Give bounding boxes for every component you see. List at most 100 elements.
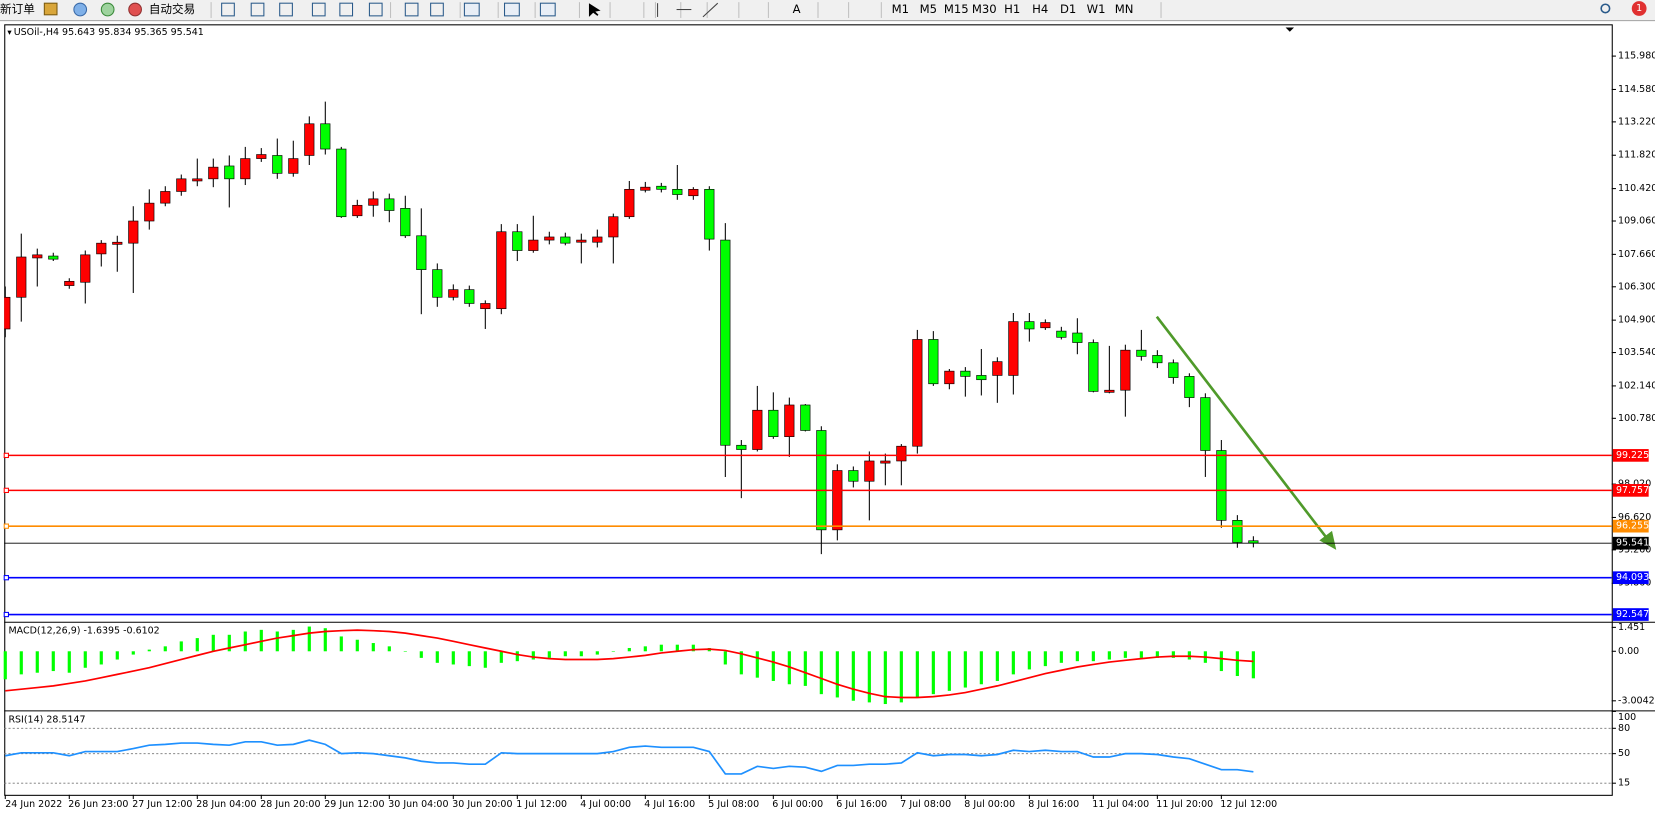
- y-tick-label: 106.300: [1618, 281, 1655, 292]
- macd-bar: [995, 651, 999, 681]
- x-tick-label: 24 Jun 2022: [5, 799, 62, 810]
- candle-body: [1104, 389, 1115, 393]
- y-tick-label: 50: [1618, 748, 1630, 759]
- macd-bar: [819, 651, 823, 695]
- icon[interactable]: [539, 2, 556, 17]
- macd-bar: [1123, 651, 1127, 658]
- candle-body: [1120, 349, 1131, 391]
- chart-frame: [4, 24, 1613, 796]
- x-tick-label: 26 Jun 23:00: [68, 799, 128, 810]
- macd-bar: [883, 651, 887, 705]
- timeframe-button[interactable]: H4: [1032, 2, 1048, 16]
- x-tick-label: 30 Jun 04:00: [388, 799, 448, 810]
- toolbar-button[interactable]: 新订单: [0, 2, 35, 16]
- candle-body: [528, 239, 539, 251]
- icon[interactable]: [339, 2, 354, 17]
- candle-body: [688, 188, 699, 197]
- candle-body: [1232, 520, 1243, 543]
- trend-arrow[interactable]: [1155, 315, 1337, 550]
- x-tick-label: 8 Jul 16:00: [1028, 799, 1079, 810]
- macd-bar: [963, 651, 967, 688]
- candle-body: [64, 280, 75, 286]
- candle-body: [576, 239, 587, 243]
- icon[interactable]: [100, 2, 115, 17]
- candle-body: [1152, 355, 1163, 364]
- macd-bar: [659, 644, 663, 652]
- candle-body: [480, 303, 491, 310]
- title-marker: [7, 30, 12, 35]
- candle-body: [32, 254, 43, 259]
- x-tick-label: 28 Jun 04:00: [196, 799, 256, 810]
- timeframe-button[interactable]: D1: [1060, 2, 1076, 16]
- candle-body: [1088, 342, 1099, 392]
- icon[interactable]: [463, 2, 480, 17]
- candle-body: [720, 239, 731, 446]
- icon[interactable]: [503, 2, 520, 17]
- toolbar-button[interactable]: A: [793, 2, 801, 16]
- timeframe-button[interactable]: MN: [1115, 2, 1134, 16]
- y-tick-label: -3.0042: [1618, 695, 1655, 706]
- icon[interactable]: [588, 3, 601, 17]
- candle-body: [992, 361, 1003, 376]
- macd-bar: [1075, 651, 1079, 662]
- macd-bar: [675, 644, 679, 652]
- icon[interactable]: [43, 2, 58, 16]
- y-tick-label: 1.451: [1618, 622, 1645, 633]
- timeframe-button[interactable]: M30: [972, 2, 997, 16]
- macd-bar: [1139, 651, 1143, 658]
- candle-body: [1168, 362, 1179, 378]
- x-tick-label: 28 Jun 20:00: [260, 799, 320, 810]
- chart-shift-marker[interactable]: [1285, 27, 1295, 32]
- macd-bar: [83, 651, 87, 668]
- macd-bar: [1091, 651, 1095, 662]
- macd-bar: [339, 636, 343, 652]
- candle-body: [368, 198, 379, 206]
- candle-body: [224, 165, 235, 180]
- timeframe-button[interactable]: H1: [1004, 2, 1020, 16]
- x-tick-label: 11 Jul 04:00: [1092, 799, 1149, 810]
- macd-bar: [147, 649, 151, 652]
- icon[interactable]: [221, 2, 235, 17]
- macd-bar: [915, 651, 919, 698]
- candle-body: [80, 254, 91, 283]
- candle-body: [1136, 349, 1147, 357]
- notification-count[interactable]: 1: [1636, 3, 1642, 14]
- candle-body: [336, 148, 347, 218]
- notification-badge[interactable]: [1631, 1, 1647, 16]
- y-tick-label: 96.620: [1618, 512, 1651, 523]
- level-label-bg: [1612, 484, 1649, 497]
- search-icon[interactable]: [1600, 3, 1611, 14]
- macd-bar: [611, 651, 615, 652]
- macd-bar: [371, 643, 375, 652]
- level-label-bg: [1612, 608, 1649, 621]
- y-tick-label: 104.900: [1618, 315, 1655, 326]
- rsi-title: RSI(14) 28.5147: [8, 714, 85, 725]
- candle-body: [928, 339, 939, 385]
- macd-bar: [739, 651, 743, 675]
- icon[interactable]: [311, 2, 326, 17]
- icon[interactable]: [279, 2, 293, 17]
- icon[interactable]: [128, 2, 142, 17]
- icon[interactable]: [368, 2, 383, 17]
- timeframe-button[interactable]: W1: [1087, 2, 1106, 16]
- arrow-head[interactable]: [1319, 530, 1337, 550]
- macd-bar: [1011, 651, 1015, 675]
- timeframe-button[interactable]: M15: [944, 2, 969, 16]
- toolbar-button[interactable]: 自动交易: [149, 2, 195, 16]
- x-tick-label: 27 Jun 12:00: [132, 799, 192, 810]
- icon[interactable]: [430, 2, 444, 17]
- timeframe-button[interactable]: M5: [920, 2, 937, 16]
- icon[interactable]: [702, 2, 719, 18]
- macd-bar: [35, 651, 39, 673]
- trend-line[interactable]: [1155, 315, 1329, 541]
- macd-bar: [803, 651, 807, 686]
- icon[interactable]: [73, 2, 88, 17]
- candle-body: [192, 178, 203, 182]
- timeframe-button[interactable]: M1: [892, 2, 909, 16]
- macd-bar: [19, 651, 23, 675]
- macd-bar: [771, 651, 775, 681]
- icon[interactable]: [250, 2, 265, 17]
- icon[interactable]: [404, 2, 419, 17]
